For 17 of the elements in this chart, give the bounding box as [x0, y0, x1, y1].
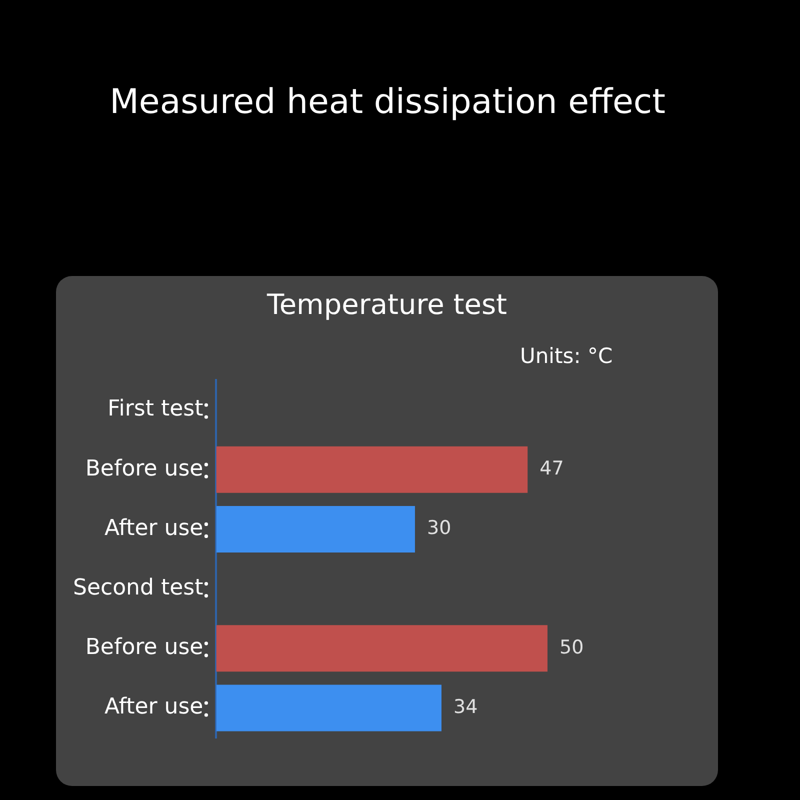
bar [216, 446, 528, 493]
chart-subtitle: Temperature test [266, 288, 508, 321]
y-tick-label: Before use [85, 635, 204, 660]
chart-title: Measured heat dissipation effect [108, 82, 666, 122]
data-label: 34 [453, 696, 478, 718]
y-tick-label: Second test [72, 576, 204, 601]
bar [216, 506, 415, 552]
data-label: 47 [540, 458, 564, 480]
y-tick-label: After use [104, 694, 204, 720]
data-label: 50 [559, 636, 584, 658]
bar [216, 625, 548, 672]
bar [216, 684, 442, 732]
y-tick-label: First test [108, 396, 204, 422]
y-tick-label: After use [104, 516, 204, 541]
y-tick-label: Before use [85, 456, 204, 482]
text: Units: °C [520, 344, 613, 368]
data-label: 30 [426, 517, 452, 540]
